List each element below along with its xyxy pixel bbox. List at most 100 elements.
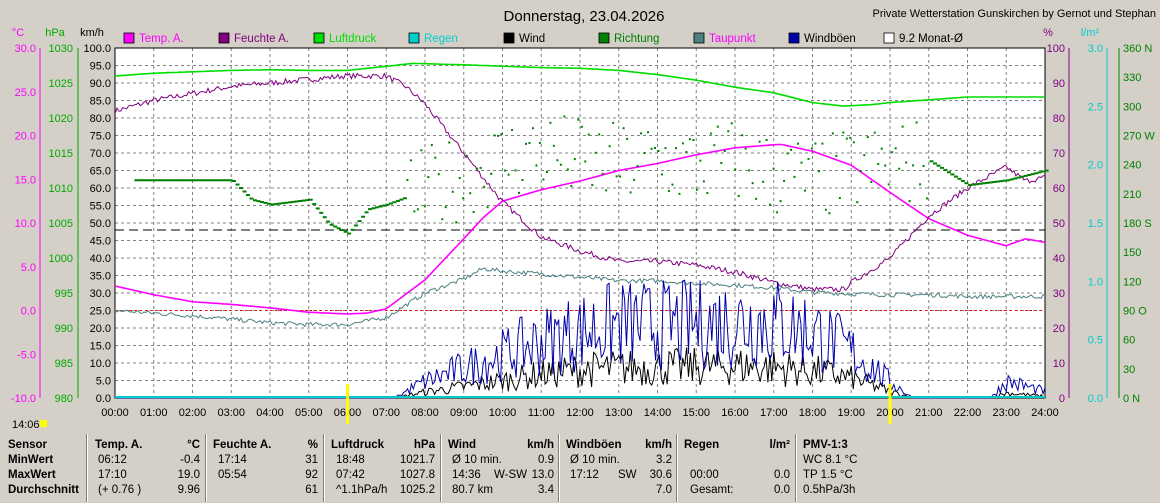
direction-axis-tick-label: 360 N bbox=[1123, 43, 1152, 55]
humidity-axis-tick-label: 40 bbox=[1053, 253, 1065, 265]
direction-point bbox=[960, 179, 965, 182]
direction-point bbox=[301, 199, 306, 202]
current-time: 14:06 bbox=[12, 419, 40, 431]
direction-point bbox=[399, 198, 404, 201]
direction-point bbox=[758, 140, 761, 143]
direction-point bbox=[664, 147, 667, 150]
direction-point bbox=[329, 223, 334, 226]
direction-point bbox=[929, 160, 934, 163]
stats-pressure-value: 1027.8 bbox=[399, 469, 435, 481]
direction-point bbox=[803, 189, 806, 192]
direction-point bbox=[563, 115, 566, 118]
direction-point bbox=[134, 179, 139, 182]
direction-point bbox=[531, 127, 534, 130]
direction-point bbox=[852, 141, 855, 144]
direction-point bbox=[430, 144, 433, 147]
direction-point bbox=[315, 207, 320, 210]
direction-point bbox=[155, 179, 160, 182]
humidity-axis-tick-label: 60 bbox=[1053, 183, 1065, 195]
stats-wind-value: 0.9 bbox=[538, 454, 554, 466]
direction-point bbox=[967, 184, 972, 187]
direction-point bbox=[584, 160, 587, 163]
direction-point bbox=[957, 177, 962, 180]
temp-axis-tick-label: 20.0 bbox=[15, 131, 36, 143]
direction-axis-tick-label: 90 O bbox=[1123, 306, 1147, 318]
axis-unit-label: hPa bbox=[45, 27, 65, 39]
direction-point bbox=[242, 190, 247, 193]
stats-gust-info: 17:12 bbox=[570, 469, 599, 481]
direction-point bbox=[748, 169, 751, 172]
direction-point bbox=[218, 179, 223, 182]
direction-point bbox=[266, 202, 271, 205]
rain-axis-tick-label: 1.0 bbox=[1088, 276, 1103, 288]
direction-point bbox=[751, 182, 754, 185]
direction-point bbox=[542, 178, 545, 181]
direction-point bbox=[518, 191, 520, 194]
direction-point bbox=[354, 224, 359, 227]
x-tick-label: 10:00 bbox=[489, 407, 517, 419]
wind-axis-tick-label: 75.0 bbox=[90, 131, 111, 143]
direction-point bbox=[538, 141, 541, 144]
direction-point bbox=[151, 179, 156, 182]
direction-point bbox=[291, 200, 296, 203]
direction-point bbox=[535, 164, 538, 167]
series-line-luftdruck bbox=[114, 62, 1045, 107]
direction-point bbox=[298, 200, 303, 203]
x-tick-label: 05:00 bbox=[295, 407, 323, 419]
direction-point bbox=[259, 201, 264, 204]
rain-axis-tick-label: 0.0 bbox=[1088, 393, 1103, 405]
direction-point bbox=[612, 121, 615, 124]
temp-axis-tick-label: 30.0 bbox=[15, 43, 36, 55]
legend-swatch bbox=[123, 32, 135, 44]
direction-point bbox=[552, 144, 555, 147]
axis-unit-label: l/m² bbox=[1081, 27, 1100, 39]
direction-point bbox=[622, 127, 625, 130]
direction-axis-tick-label: 210 bbox=[1123, 189, 1141, 201]
pressure-axis-tick-label: 990 bbox=[55, 323, 73, 335]
direction-point bbox=[406, 179, 409, 182]
direction-point bbox=[193, 179, 198, 182]
direction-point bbox=[838, 197, 841, 200]
direction-point bbox=[891, 151, 894, 154]
direction-point bbox=[371, 207, 376, 210]
direction-point bbox=[256, 200, 261, 203]
legend-swatch bbox=[218, 32, 230, 44]
direction-point bbox=[894, 147, 897, 150]
temp-axis-tick-label: -5.0 bbox=[17, 349, 36, 361]
direction-point bbox=[350, 228, 355, 231]
direction-point bbox=[524, 142, 527, 145]
stats-rain-info: Gesamt: bbox=[690, 484, 734, 496]
direction-point bbox=[500, 132, 503, 135]
direction-point bbox=[528, 142, 531, 145]
x-tick-label: 01:00 bbox=[140, 407, 168, 419]
direction-point bbox=[783, 179, 786, 182]
direction-point bbox=[674, 147, 677, 150]
direction-point bbox=[409, 159, 412, 162]
direction-point bbox=[964, 182, 969, 185]
direction-point bbox=[319, 211, 324, 214]
direction-point bbox=[395, 199, 400, 202]
direction-point bbox=[608, 145, 611, 148]
x-tick-label: 14:00 bbox=[644, 407, 672, 419]
direction-point bbox=[905, 161, 908, 164]
direction-point bbox=[817, 170, 820, 173]
legend-swatch bbox=[598, 32, 610, 44]
pressure-axis-tick-label: 980 bbox=[55, 393, 73, 405]
wind-axis-tick-label: 60.0 bbox=[90, 183, 111, 195]
direction-point bbox=[273, 203, 278, 206]
x-tick-label: 24:00 bbox=[1031, 407, 1059, 419]
humidity-axis-tick-label: 100 bbox=[1047, 43, 1065, 55]
direction-point bbox=[671, 183, 674, 186]
direction-point bbox=[594, 151, 597, 154]
direction-point bbox=[615, 175, 618, 178]
series-line-taupunkt bbox=[114, 267, 1046, 328]
direction-axis-tick-label: 120 bbox=[1123, 276, 1141, 288]
wind-axis-tick-label: 40.0 bbox=[90, 253, 111, 265]
direction-point bbox=[901, 125, 904, 128]
rain-axis-tick-label: 3.0 bbox=[1088, 43, 1103, 55]
column-separator bbox=[205, 434, 207, 502]
stats-pmv-value: TP 1.5 °C bbox=[803, 469, 853, 481]
direction-point bbox=[381, 204, 386, 207]
stats-header-rain: Regen bbox=[684, 439, 720, 451]
direction-point bbox=[908, 200, 911, 203]
